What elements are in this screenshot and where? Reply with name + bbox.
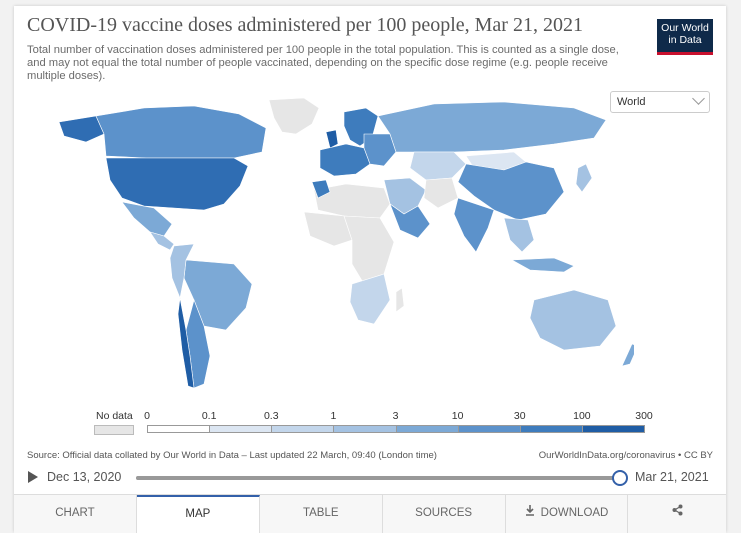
legend-tick: 100 [573,410,591,422]
tab-map-label: MAP [185,508,211,520]
region-arabia[interactable] [389,203,431,239]
download-icon [525,495,535,531]
credit-link[interactable]: OurWorldInData.org/coronavirus • CC BY [538,450,713,461]
tab-sources[interactable]: SOURCES [383,495,506,533]
tab-bar: CHART MAP TABLE SOURCES DOWNLOAD [14,494,726,533]
tab-table-label: TABLE [302,507,339,519]
legend-tick: 10 [451,410,464,422]
region-select-value: World [617,96,646,108]
region-morocco[interactable] [311,179,331,199]
legend-nodata-swatch [94,425,134,435]
tab-download-label: DOWNLOAD [540,507,609,520]
logo-line-1: Our World [661,22,709,34]
tab-download[interactable]: DOWNLOAD [506,495,629,533]
region-russia[interactable] [377,101,607,153]
legend-tick: 30 [513,410,526,422]
world-map[interactable] [34,94,634,394]
legend-bin[interactable] [333,425,397,433]
region-china[interactable] [457,161,565,221]
tab-chart-label: CHART [55,507,95,519]
legend-bin[interactable] [395,425,459,433]
region-central-america[interactable] [149,231,175,251]
region-usa[interactable] [105,157,249,211]
tab-chart[interactable]: CHART [14,495,137,533]
region-india[interactable] [453,197,495,253]
tab-share[interactable] [628,495,726,533]
region-western-europe[interactable] [319,143,371,177]
region-central-asia[interactable] [409,151,467,181]
legend-bin[interactable] [519,425,583,433]
region-new-zealand[interactable] [621,343,634,367]
legend-tick: 0 [144,410,150,422]
legend-nodata-label: No data [96,410,133,422]
share-icon [672,495,683,531]
legend-tick: 1 [330,410,337,422]
tab-table[interactable]: TABLE [260,495,383,533]
chart-title: COVID-19 vaccine doses administered per … [27,14,583,36]
legend-tick: 300 [635,410,653,422]
timeline-start-label[interactable]: Dec 13, 2020 [47,470,122,484]
legend-bin[interactable] [581,425,645,433]
timeline-end-label[interactable]: Mar 21, 2021 [635,470,709,484]
region-select[interactable]: World [610,91,710,113]
region-iran[interactable] [423,177,459,209]
region-canada[interactable] [95,105,267,159]
region-brazil[interactable] [183,259,253,331]
region-eastern-europe[interactable] [363,133,397,167]
region-west-africa[interactable] [303,211,353,247]
legend-tick: 3 [392,410,399,422]
logo-line-2: in Data [668,33,702,46]
legend-tick: 0.3 [263,410,279,422]
region-andes[interactable] [169,243,195,300]
legend-bin[interactable] [457,425,521,433]
legend-bin[interactable] [209,425,273,433]
timeline-track[interactable] [136,470,628,486]
region-chile[interactable] [177,297,195,389]
timeline[interactable]: Dec 13, 2020 Mar 21, 2021 [14,468,726,488]
region-uk[interactable] [325,129,339,149]
region-japan[interactable] [575,163,593,193]
region-greenland[interactable] [268,97,320,135]
region-alaska[interactable] [58,115,105,143]
tab-map[interactable]: MAP [136,495,260,533]
region-north-africa[interactable] [313,183,391,219]
legend-tick: 0.1 [201,410,217,422]
region-southern-africa[interactable] [349,273,391,325]
owid-logo[interactable]: Our World in Data [657,19,713,55]
play-icon[interactable] [28,471,38,483]
source-note[interactable]: Source: Official data collated by Our Wo… [27,450,437,461]
region-southeast-asia[interactable] [503,217,535,253]
region-australia[interactable] [529,289,617,351]
region-indonesia[interactable] [510,257,575,273]
chart-subtitle: Total number of vaccination doses admini… [27,44,619,82]
legend-bin[interactable] [147,425,211,433]
region-madagascar[interactable] [395,287,405,313]
timeline-fill [136,476,620,480]
tab-sources-label: SOURCES [415,507,473,519]
legend-bin[interactable] [271,425,335,433]
region-central-africa[interactable] [343,215,395,285]
chevron-down-icon [692,92,705,105]
color-legend: No data 0 0.1 0.3 1 3 10 30 100 300 [14,410,726,440]
timeline-handle[interactable] [612,470,628,486]
chart-frame: COVID-19 vaccine doses administered per … [14,6,726,533]
